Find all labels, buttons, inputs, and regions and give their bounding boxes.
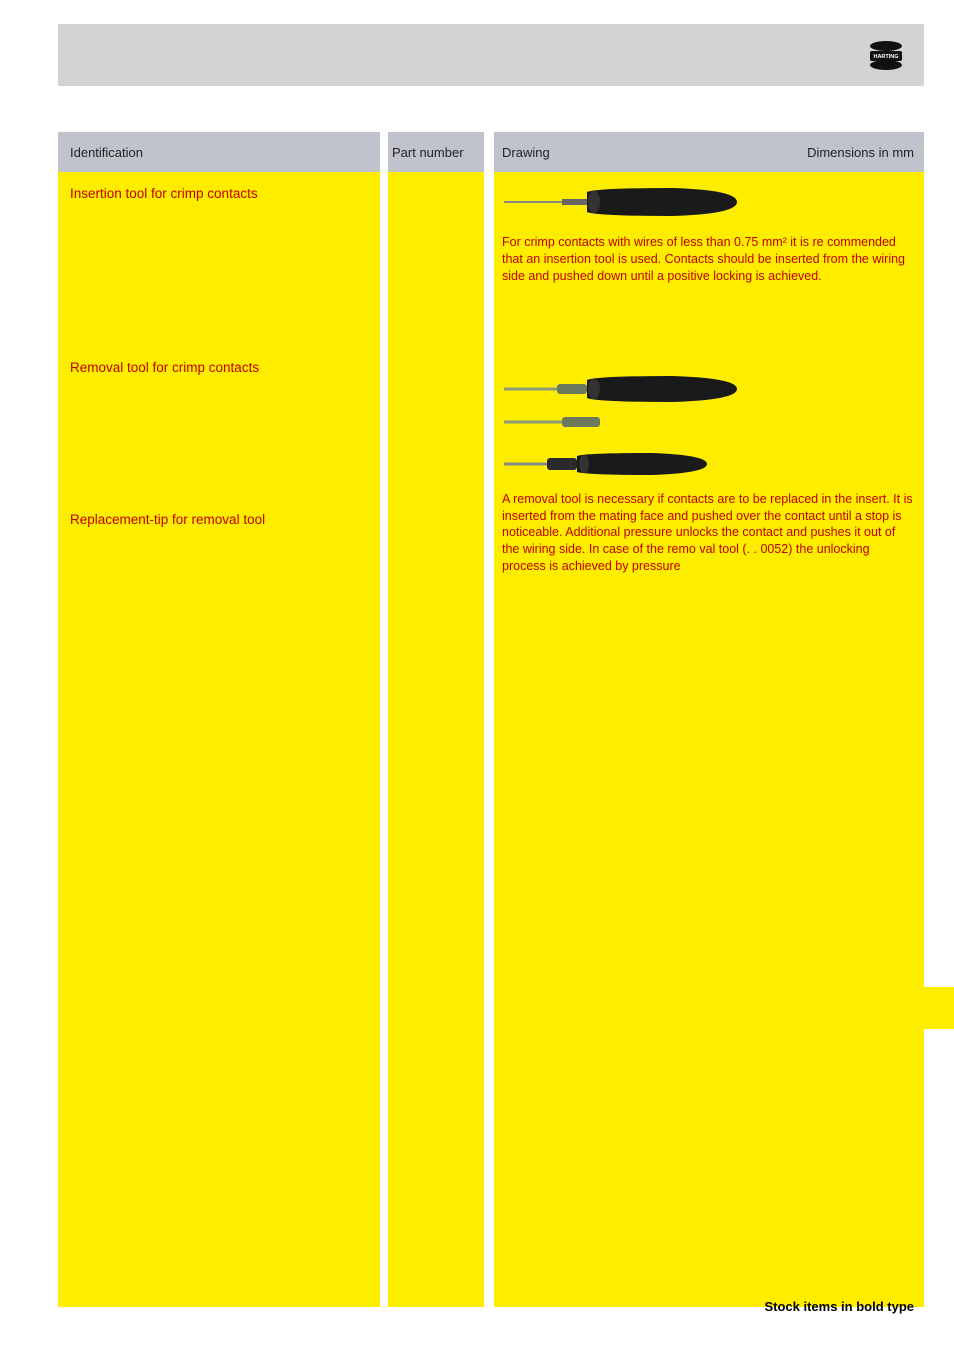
- main-table: Identification Insertion tool for crimp …: [58, 132, 924, 1307]
- header-part-number-label: Part number: [392, 145, 464, 160]
- top-header-bar: [58, 24, 924, 86]
- row-removal-title: Removal tool for crimp contacts: [58, 346, 380, 375]
- insertion-tool-image: [494, 172, 924, 228]
- removal-tool-image: [494, 331, 924, 413]
- stock-items-note: Stock items in bold type: [764, 1299, 914, 1314]
- header-identification-label: Identification: [70, 145, 143, 160]
- page-edge-tab: [922, 987, 954, 1029]
- row-insertion-title: Insertion tool for crimp contacts: [58, 172, 380, 201]
- column-identification: Identification Insertion tool for crimp …: [58, 132, 380, 1307]
- svg-text:HARTING: HARTING: [873, 54, 898, 60]
- column-part-number: Part number: [388, 132, 484, 1307]
- header-part-number: Part number: [388, 132, 484, 172]
- header-drawing-label: Drawing: [502, 145, 550, 160]
- removal-tool-description: A removal tool is necessary if contacts …: [494, 485, 924, 575]
- row-replacement-title: Replacement-tip for removal tool: [58, 498, 380, 527]
- header-identification: Identification: [58, 132, 380, 172]
- column-drawing: Drawing Dimensions in mm For crimp conta…: [494, 132, 924, 1307]
- removal-tool-image-2: [494, 445, 924, 485]
- harting-logo: HARTING: [866, 38, 906, 72]
- replacement-tip-image: [494, 413, 924, 435]
- header-drawing: Drawing Dimensions in mm: [494, 132, 924, 172]
- insertion-tool-description: For crimp contacts with wires of less th…: [494, 228, 924, 285]
- header-dimensions-label: Dimensions in mm: [807, 145, 914, 160]
